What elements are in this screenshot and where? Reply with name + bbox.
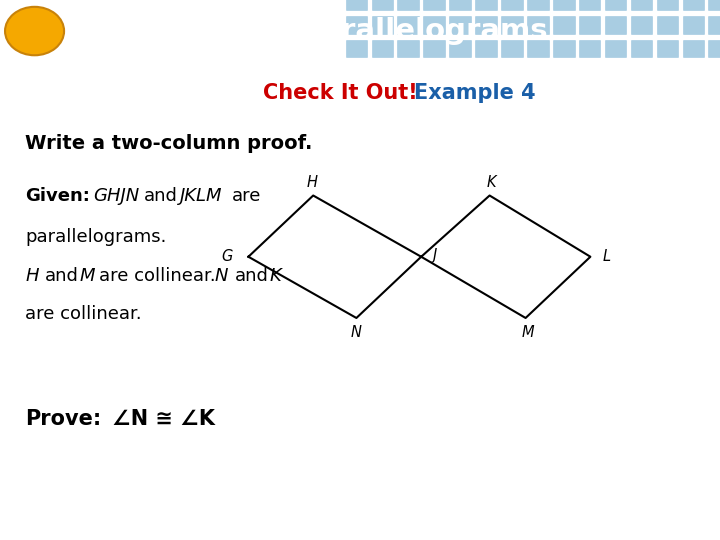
Text: are collinear.: are collinear. — [25, 305, 142, 322]
Text: N: N — [351, 325, 362, 340]
FancyBboxPatch shape — [683, 40, 704, 57]
FancyBboxPatch shape — [397, 16, 419, 33]
Text: are collinear.: are collinear. — [99, 267, 216, 286]
FancyBboxPatch shape — [657, 16, 678, 33]
FancyBboxPatch shape — [372, 40, 393, 57]
FancyBboxPatch shape — [527, 16, 549, 33]
FancyBboxPatch shape — [449, 40, 471, 57]
FancyBboxPatch shape — [579, 0, 600, 10]
Text: Given:: Given: — [25, 186, 90, 205]
FancyBboxPatch shape — [475, 40, 497, 57]
Text: G: G — [221, 249, 233, 264]
FancyBboxPatch shape — [449, 0, 471, 10]
FancyBboxPatch shape — [553, 40, 575, 57]
FancyBboxPatch shape — [423, 0, 445, 10]
FancyBboxPatch shape — [449, 16, 471, 33]
FancyBboxPatch shape — [501, 16, 523, 33]
FancyBboxPatch shape — [346, 40, 367, 57]
FancyBboxPatch shape — [553, 16, 575, 33]
FancyBboxPatch shape — [475, 0, 497, 10]
FancyBboxPatch shape — [657, 40, 678, 57]
FancyBboxPatch shape — [579, 40, 600, 57]
FancyBboxPatch shape — [501, 0, 523, 10]
Text: H: H — [306, 175, 318, 190]
Text: K: K — [269, 267, 281, 286]
FancyBboxPatch shape — [397, 40, 419, 57]
Text: Check It Out!: Check It Out! — [263, 83, 418, 103]
FancyBboxPatch shape — [708, 40, 720, 57]
Text: ∠N ≅ ∠K: ∠N ≅ ∠K — [112, 409, 215, 429]
FancyBboxPatch shape — [423, 16, 445, 33]
FancyBboxPatch shape — [397, 0, 419, 10]
Ellipse shape — [5, 7, 64, 55]
Text: Copyright © by Holt Mc Dougal. All Rights Reserved.: Copyright © by Holt Mc Dougal. All Right… — [438, 515, 713, 525]
FancyBboxPatch shape — [683, 0, 704, 10]
FancyBboxPatch shape — [605, 16, 626, 33]
FancyBboxPatch shape — [372, 0, 393, 10]
FancyBboxPatch shape — [657, 0, 678, 10]
Text: and: and — [144, 186, 178, 205]
Text: JKLM: JKLM — [180, 186, 222, 205]
Text: parallelograms.: parallelograms. — [25, 228, 166, 246]
Text: Example 4: Example 4 — [414, 83, 536, 103]
Text: and: and — [45, 267, 79, 286]
Text: N: N — [215, 267, 228, 286]
FancyBboxPatch shape — [423, 40, 445, 57]
Text: H: H — [25, 267, 39, 286]
FancyBboxPatch shape — [501, 40, 523, 57]
FancyBboxPatch shape — [372, 16, 393, 33]
FancyBboxPatch shape — [605, 40, 626, 57]
FancyBboxPatch shape — [683, 16, 704, 33]
Text: L: L — [602, 249, 611, 264]
Text: and: and — [235, 267, 269, 286]
Text: M: M — [79, 267, 95, 286]
Text: M: M — [521, 325, 534, 340]
FancyBboxPatch shape — [346, 0, 367, 10]
FancyBboxPatch shape — [631, 0, 652, 10]
Text: are: are — [232, 186, 261, 205]
FancyBboxPatch shape — [346, 16, 367, 33]
Text: Properties of Parallelograms: Properties of Parallelograms — [76, 17, 547, 45]
FancyBboxPatch shape — [527, 0, 549, 10]
Text: Prove:: Prove: — [25, 409, 102, 429]
FancyBboxPatch shape — [708, 16, 720, 33]
FancyBboxPatch shape — [475, 16, 497, 33]
Text: K: K — [487, 175, 497, 190]
Text: Write a two-column proof.: Write a two-column proof. — [25, 133, 312, 152]
FancyBboxPatch shape — [527, 40, 549, 57]
FancyBboxPatch shape — [631, 40, 652, 57]
FancyBboxPatch shape — [579, 16, 600, 33]
FancyBboxPatch shape — [605, 0, 626, 10]
FancyBboxPatch shape — [708, 0, 720, 10]
Text: Holt McDougal Geometry: Holt McDougal Geometry — [11, 513, 168, 526]
Text: J: J — [432, 248, 436, 264]
FancyBboxPatch shape — [553, 0, 575, 10]
FancyBboxPatch shape — [631, 16, 652, 33]
Text: GHJN: GHJN — [94, 186, 140, 205]
